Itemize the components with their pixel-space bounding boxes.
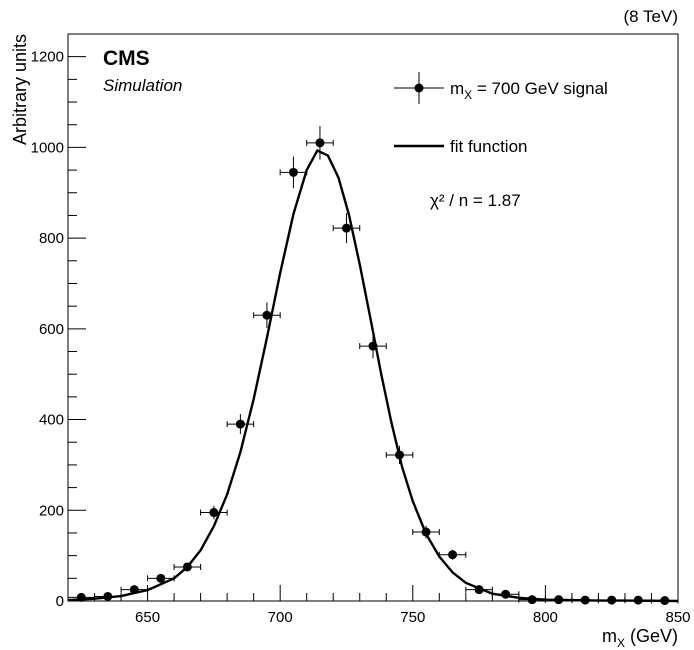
data-point [253, 302, 281, 328]
data-marker [315, 138, 325, 148]
fit-curve [67, 149, 679, 603]
data-point [465, 585, 493, 595]
y-tick-label: 1200 [31, 49, 64, 66]
x-tick-label: 700 [268, 609, 293, 626]
y-tick-label: 0 [56, 593, 64, 610]
data-point [120, 585, 149, 595]
data-point [385, 445, 414, 465]
fit-layer [67, 149, 679, 603]
data-point [438, 549, 467, 560]
data-marker [262, 310, 272, 320]
y-tick-label: 600 [39, 321, 64, 338]
x-axis-title-m: m [602, 626, 617, 646]
data-point [306, 126, 334, 160]
data-marker [368, 341, 378, 351]
data-marker [448, 550, 458, 560]
data-point [597, 595, 626, 605]
data-marker [554, 595, 564, 605]
legend-signal-m: m [450, 79, 464, 98]
data-point [332, 213, 361, 244]
data-point [412, 525, 440, 539]
y-tick-label: 1000 [31, 139, 64, 156]
x-axis-title-sub: X [617, 636, 625, 650]
data-marker [607, 595, 617, 605]
energy-label: (8 TeV) [624, 7, 679, 26]
data-marker [76, 592, 86, 602]
data-marker [182, 562, 192, 572]
experiment-label: CMS [103, 47, 150, 70]
x-tick-label: 650 [135, 609, 160, 626]
legend-signal-rest: = 700 GeV signal [472, 79, 608, 98]
data-marker [474, 585, 484, 595]
x-axis: 650 700 750 800 850 [67, 585, 691, 626]
chi2-label: χ² / n = 1.87 [430, 191, 521, 210]
data-marker [421, 527, 431, 537]
data-marker [633, 595, 643, 605]
x-tick-label: 800 [533, 609, 558, 626]
x-tick-label: 850 [665, 609, 690, 626]
data-marker [395, 450, 405, 460]
data-point [518, 595, 546, 605]
data-marker [235, 419, 245, 429]
data-marker [209, 508, 219, 518]
legend-signal-sub: X [464, 88, 472, 102]
data-marker [527, 595, 537, 605]
plot-frame [67, 33, 679, 602]
data-point [279, 156, 308, 189]
legend: mX = 700 GeV signal fit function [394, 72, 608, 156]
data-point [359, 333, 387, 359]
data-marker [288, 167, 298, 177]
data-point [571, 595, 599, 605]
data-marker [341, 223, 351, 233]
data-marker [580, 595, 590, 605]
data-point [544, 595, 573, 605]
data-marker [129, 585, 139, 595]
data-point [226, 414, 255, 435]
y-tick-label: 800 [39, 230, 64, 247]
x-axis-title-unit: (GeV) [625, 626, 678, 646]
data-point [624, 595, 652, 605]
y-axis-title: Arbitrary units [10, 34, 30, 145]
x-axis-title: mX (GeV) [602, 626, 678, 650]
legend-fit-label: fit function [450, 137, 528, 156]
data-point [173, 562, 202, 572]
y-axis: 0 200 400 600 800 1000 1200 [31, 33, 86, 610]
x-tick-label: 750 [400, 609, 425, 626]
data-points [67, 126, 679, 606]
data-point [147, 573, 175, 583]
data-point [491, 589, 520, 599]
data-point [650, 596, 679, 606]
y-tick-label: 200 [39, 502, 64, 519]
data-marker [103, 591, 113, 601]
data-marker [501, 589, 511, 599]
legend-signal-marker [394, 72, 444, 104]
simulation-label: Simulation [103, 76, 182, 95]
data-point [94, 591, 122, 601]
data-marker [660, 596, 670, 606]
y-tick-label: 400 [39, 412, 64, 429]
data-point [200, 505, 228, 520]
legend-signal-label: mX = 700 GeV signal [450, 79, 608, 102]
data-marker [156, 573, 166, 583]
